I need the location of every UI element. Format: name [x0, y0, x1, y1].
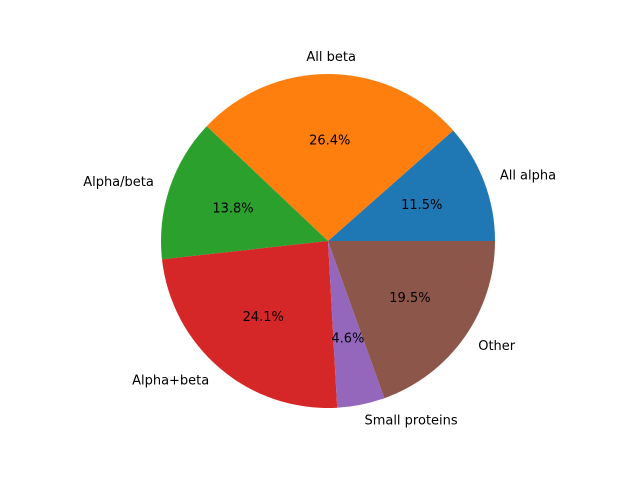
slice-percent-label: 24.1%: [243, 310, 284, 325]
slice-percent-label: 13.8%: [212, 202, 253, 217]
slice-label: Other: [478, 339, 516, 354]
pie-slice-small-proteins: [328, 241, 385, 408]
slice-percent-label: 11.5%: [401, 198, 442, 213]
slice-percent-label: 19.5%: [389, 291, 430, 306]
pie-slice-all-beta: [206, 74, 454, 241]
slice-label: Small proteins: [364, 414, 457, 429]
pie-slice-other: [328, 241, 495, 399]
pie-slices: [161, 74, 496, 409]
pie-slice-alpha-beta: [161, 126, 328, 260]
slice-label: All beta: [306, 50, 356, 65]
slice-percent-label: 4.6%: [331, 332, 364, 347]
slice-label: Alpha+beta: [132, 374, 209, 389]
slice-percent-label: 26.4%: [309, 133, 350, 148]
pie-slice-all-alpha: [328, 130, 496, 241]
slice-label: All alpha: [500, 169, 556, 184]
pie-slice-alpha-beta: [162, 241, 338, 409]
pie-labels: All alpha 11.5% All beta 26.4% Alpha/beta 13.…: [83, 50, 556, 429]
slice-label: Alpha/beta: [83, 175, 154, 190]
